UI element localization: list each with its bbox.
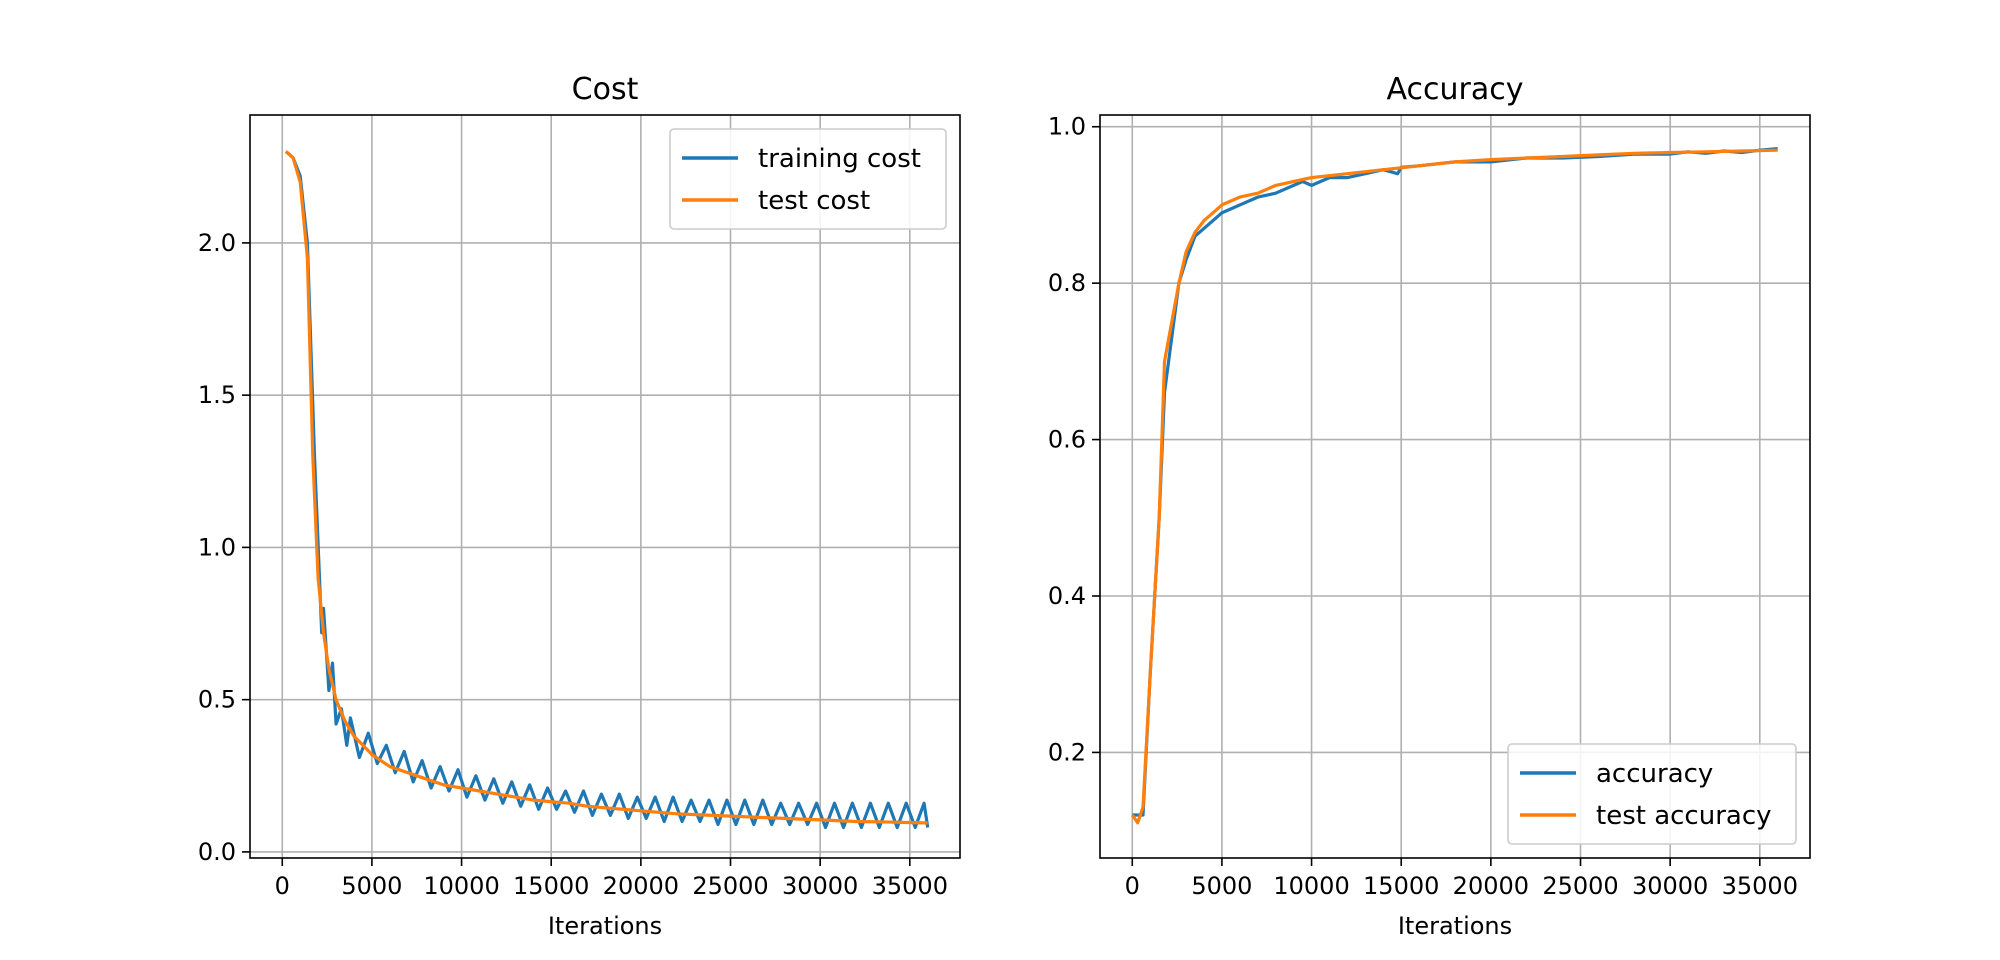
accuracy-chart: 0 5000 10000 15000 20000 25000 30000 35000 0.2 0.… [1048,72,1811,940]
cost-ytick-label: 1.0 [198,533,236,561]
accuracy-xtick-label: 0 [1125,872,1140,900]
cost-legend-box [669,128,947,230]
accuracy-xtick-label: 25000 [1542,872,1618,900]
cost-series-test-cost [284,150,928,825]
cost-xtick-label: 0 [275,872,290,900]
accuracy-legend-label: test accuracy [1596,801,1772,831]
cost-legend-label: test cost [758,186,870,216]
accuracy-legend-label: accuracy [1596,759,1713,789]
accuracy-legend: accuracy test accuracy [1507,743,1797,845]
cost-ytick-label: 0.0 [198,838,236,866]
accuracy-ytick-label: 0.2 [1048,738,1086,766]
cost-legend-label: training cost [758,144,921,174]
accuracy-series-test-accuracy [1130,148,1778,825]
cost-ytick-label: 0.5 [198,686,236,714]
cost-chart-title: Cost [572,72,639,107]
cost-legend: training cost test cost [669,128,947,230]
accuracy-xtick-label: 35000 [1722,872,1798,900]
accuracy-ytick-label: 1.0 [1048,113,1086,141]
cost-axes-frame [249,114,961,859]
accuracy-xtick-label: 30000 [1632,872,1708,900]
accuracy-ytick-label: 0.4 [1048,582,1086,610]
accuracy-xtick-label: 10000 [1273,872,1349,900]
cost-series-training-cost [284,150,930,830]
cost-xtick-label: 10000 [423,872,499,900]
cost-xtick-label: 5000 [341,872,402,900]
accuracy-xtick-label: 20000 [1453,872,1529,900]
cost-xtick-label: 20000 [603,872,679,900]
accuracy-axes-frame [1099,114,1811,859]
cost-chart: 0 5000 10000 15000 20000 25000 30000 35000 0.0 0.… [198,72,961,940]
accuracy-legend-box [1507,743,1797,845]
cost-xtick-label: 35000 [872,872,948,900]
accuracy-x-axis-label: Iterations [1398,912,1512,940]
accuracy-chart-title: Accuracy [1387,72,1524,107]
accuracy-ytick-label: 0.6 [1048,426,1086,454]
cost-ytick-label: 1.5 [198,381,236,409]
cost-xtick-label: 30000 [782,872,858,900]
cost-xtick-label: 25000 [692,872,768,900]
accuracy-ytick-label: 0.8 [1048,269,1086,297]
cost-xtick-label: 15000 [513,872,589,900]
cost-ytick-label: 2.0 [198,229,236,257]
accuracy-xtick-label: 15000 [1363,872,1439,900]
cost-x-axis-label: Iterations [548,912,662,940]
accuracy-xtick-label: 5000 [1191,872,1252,900]
